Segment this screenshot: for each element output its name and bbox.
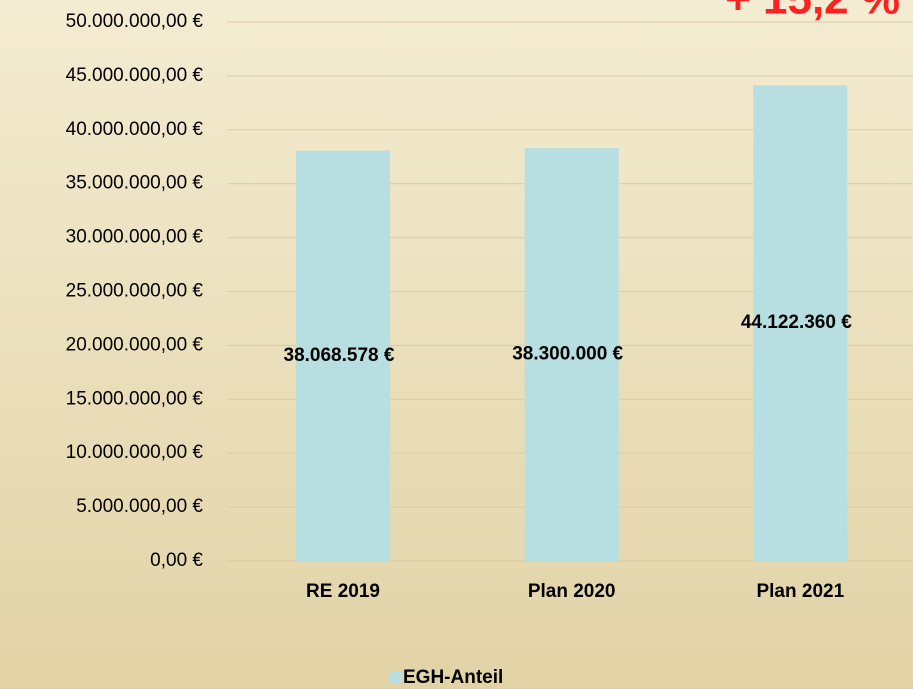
annotation: + 15,2 %: [725, 0, 900, 24]
y-tick-label: 5.000.000,00 €: [76, 496, 203, 517]
data-label: 44.122.360 €: [741, 312, 852, 333]
bar: [524, 148, 619, 561]
y-tick-label: 50.000.000,00 €: [66, 11, 204, 32]
y-tick-label: 10.000.000,00 €: [66, 442, 204, 463]
y-tick-label: 30.000.000,00 €: [66, 227, 204, 248]
legend-label: EGH-Anteil: [403, 667, 503, 688]
x-tick-label: RE 2019: [306, 581, 380, 602]
x-tick-label: Plan 2020: [528, 581, 616, 602]
bar: [296, 150, 390, 561]
data-label: 38.300.000 €: [512, 344, 623, 365]
y-tick-label: 40.000.000,00 €: [66, 119, 204, 140]
x-tick-label: Plan 2021: [756, 581, 844, 602]
bar: [753, 85, 848, 561]
y-tick-label: 35.000.000,00 €: [66, 173, 204, 194]
y-tick-label: 0,00 €: [150, 550, 203, 571]
y-tick-label: 15.000.000,00 €: [66, 388, 204, 409]
data-label: 38.068.578 €: [284, 345, 395, 366]
y-tick-label: 25.000.000,00 €: [66, 281, 204, 302]
legend-swatch: [389, 671, 401, 683]
y-tick-label: 45.000.000,00 €: [66, 65, 204, 86]
y-tick-label: 20.000.000,00 €: [66, 334, 204, 355]
